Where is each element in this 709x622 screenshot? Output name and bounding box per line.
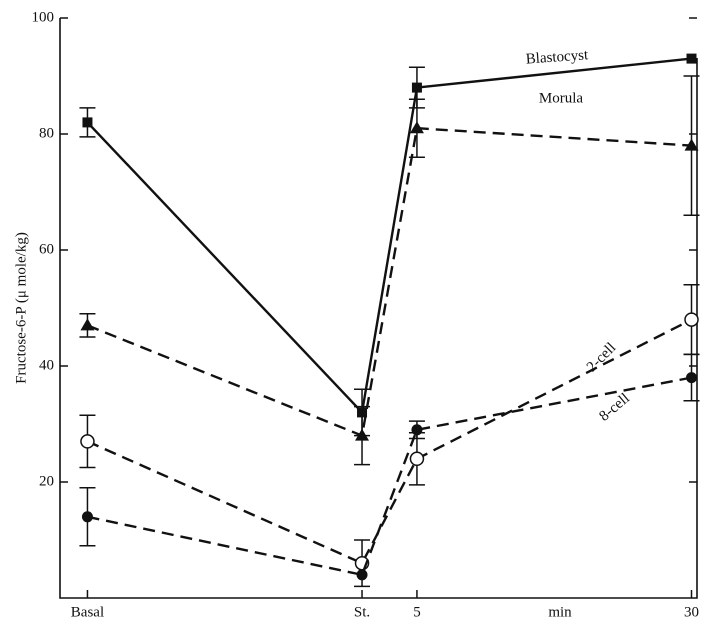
marker <box>356 569 368 581</box>
axis-frame <box>59 18 698 599</box>
y-tick-label: 80 <box>39 125 54 141</box>
x-tick-label: Basal <box>71 604 104 620</box>
y-tick-label: 20 <box>39 473 54 489</box>
series-line <box>86 57 692 415</box>
marker <box>80 318 95 331</box>
y-tick-label: 100 <box>32 9 55 25</box>
marker <box>355 428 370 441</box>
series-line <box>86 318 693 565</box>
marker <box>81 511 93 523</box>
x-tick-label: 5 <box>413 604 421 620</box>
marker <box>686 53 697 64</box>
series-label: 2-cell <box>584 340 619 375</box>
marker <box>82 117 93 128</box>
series-label: Morula <box>539 90 584 106</box>
marker <box>409 451 425 467</box>
series-label: 8-cell <box>596 390 632 424</box>
marker <box>411 82 422 93</box>
marker <box>686 372 698 384</box>
marker <box>411 424 423 436</box>
x-tick-label: 30 <box>684 604 699 620</box>
marker <box>409 121 424 134</box>
marker <box>684 312 699 327</box>
series-line <box>87 376 692 577</box>
y-tick-label: 60 <box>39 241 54 257</box>
marker <box>684 138 699 151</box>
x-axis-label: min <box>548 604 572 620</box>
x-tick-label: St. <box>354 604 370 620</box>
series-line <box>87 126 692 438</box>
y-tick-label: 40 <box>39 357 54 373</box>
marker <box>80 434 95 449</box>
series-label: Blastocyst <box>525 47 589 67</box>
y-axis-label: Fructose-6-P (μ mole/kg) <box>13 232 29 384</box>
